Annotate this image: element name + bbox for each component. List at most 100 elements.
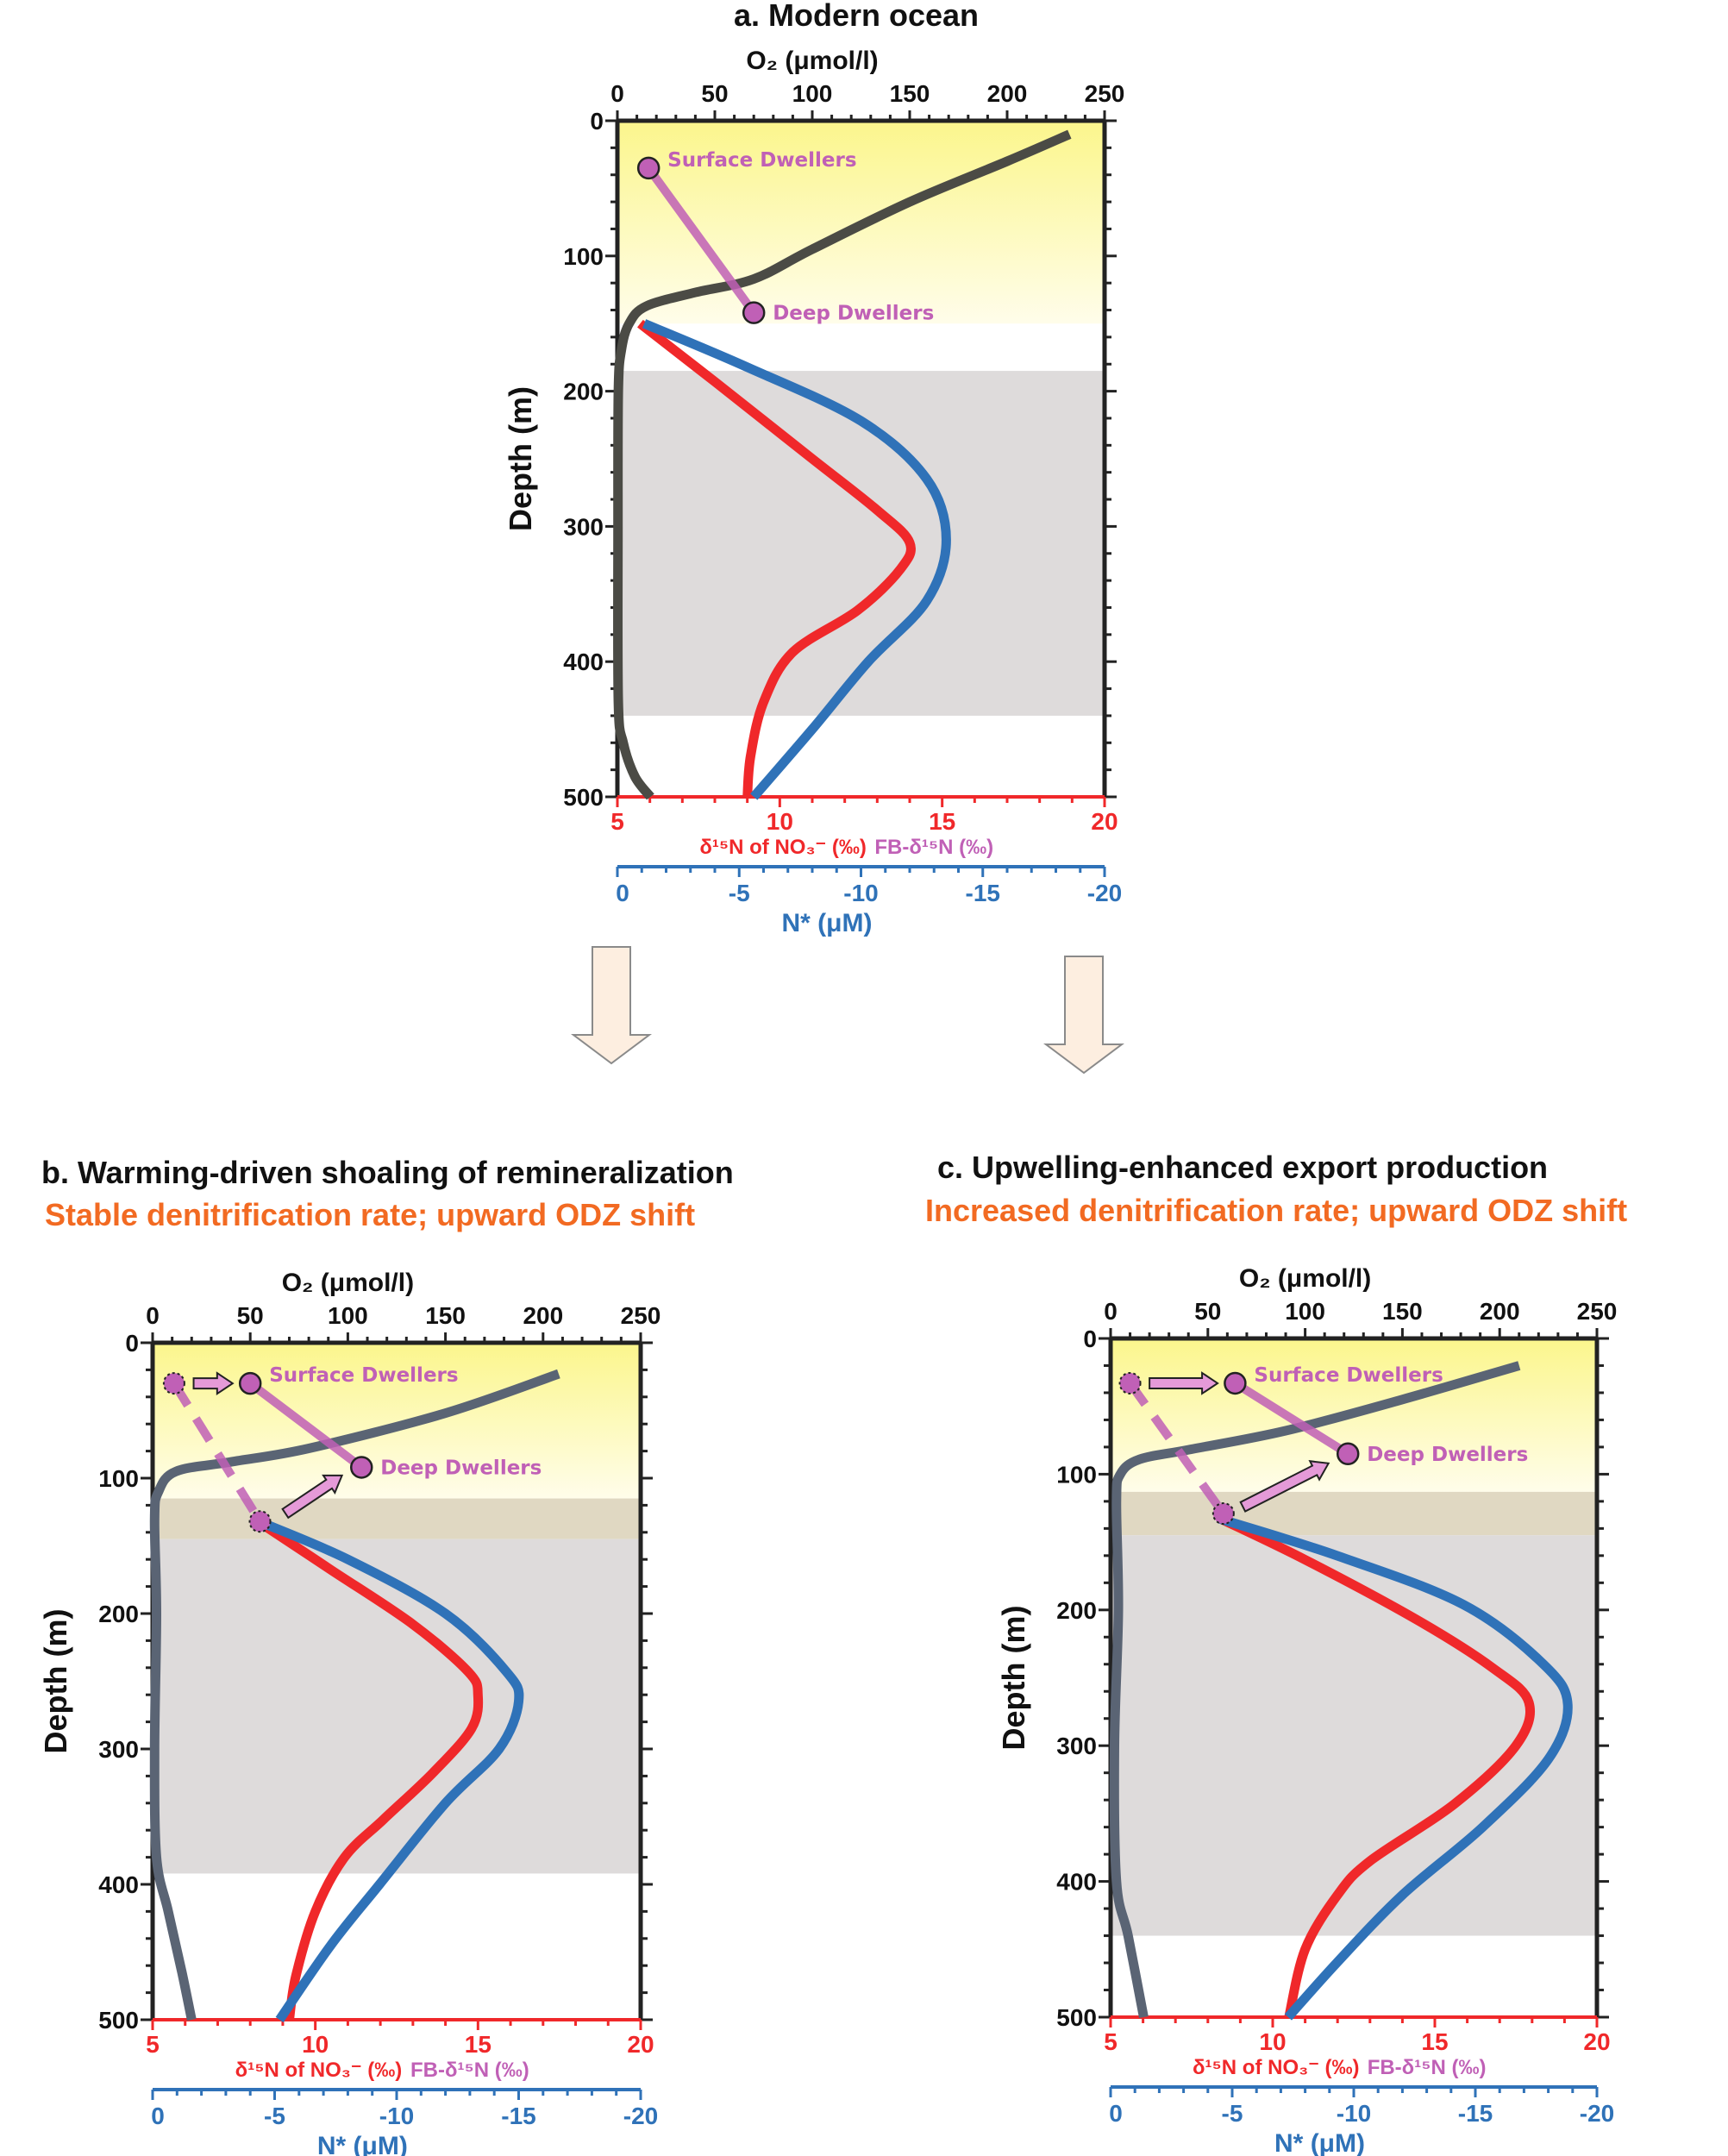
deep-dwellers-label: Deep Dwellers xyxy=(380,1457,542,1479)
shift-arrow-icon xyxy=(1149,1371,1219,1395)
nstar-tick-label: -15 xyxy=(1458,2100,1493,2127)
nstar-tick-label: -20 xyxy=(1087,880,1122,906)
o2-tick-label: 100 xyxy=(328,1302,368,1329)
nstar-tick-label: -5 xyxy=(729,880,750,906)
o2-tick-label: 250 xyxy=(1085,80,1125,107)
series-lines xyxy=(613,129,1072,800)
d15n-axis-label: δ¹⁵N of NO₃⁻ (‰) xyxy=(1193,2056,1360,2079)
o2-tick-label: 50 xyxy=(701,80,728,107)
nstar-axis-label: N* (μM) xyxy=(781,909,872,937)
deep-dwellers-label: Deep Dwellers xyxy=(773,303,934,325)
o2-tick-label: 250 xyxy=(1577,1298,1618,1325)
d15n-tick-label: 20 xyxy=(1583,2028,1610,2055)
nstar-tick-label: -20 xyxy=(1580,2100,1614,2127)
background-bands xyxy=(1111,1338,1597,1936)
down-arrow-icon xyxy=(1043,956,1124,1075)
nstar-tick-label: -10 xyxy=(379,2103,414,2129)
odz-band xyxy=(153,1539,641,1874)
surface-dwellers-label: Surface Dwellers xyxy=(1254,1364,1443,1387)
previous-deep-dweller-marker xyxy=(248,1510,272,1533)
previous-surface-dweller-marker xyxy=(1118,1371,1142,1395)
panel-title: b. Warming-driven shoaling of reminerali… xyxy=(41,1155,734,1190)
depth-tick-label: 300 xyxy=(1056,1733,1097,1759)
shift-arrow-icon xyxy=(281,1474,344,1520)
panel-subtitle: Stable denitrification rate; upward ODZ … xyxy=(45,1197,695,1232)
deep-dweller-marker xyxy=(1336,1442,1360,1466)
fb-axis-label: FB-δ¹⁵N (‰) xyxy=(874,836,993,859)
nstar-tick-label: -5 xyxy=(264,2103,285,2129)
o2-axis-label: O₂ (μmol/l) xyxy=(1239,1264,1371,1293)
surface-dwellers-label: Surface Dwellers xyxy=(667,149,856,172)
depth-tick-label: 100 xyxy=(98,1465,139,1492)
fb-gradient-line xyxy=(1232,1379,1350,1458)
d15n-tick-label: 5 xyxy=(146,2031,160,2058)
d15n-tick-label: 20 xyxy=(627,2031,654,2058)
panel-title: a. Modern ocean xyxy=(734,0,979,33)
nstar-tick-label: 0 xyxy=(616,880,629,906)
depth-tick-label: 500 xyxy=(98,2007,139,2034)
series-lines xyxy=(149,1369,560,2023)
nstar-tick-label: 0 xyxy=(1109,2100,1123,2127)
previous-fb-gradient-line xyxy=(1126,1381,1227,1516)
surface-dweller-marker xyxy=(1224,1371,1247,1395)
odz-upper-band xyxy=(1111,1491,1597,1536)
nstar-profile-line xyxy=(260,1518,524,2023)
series-lines xyxy=(1109,1361,1573,2021)
o2-tick-label: 0 xyxy=(610,80,624,107)
o2-tick-label: 150 xyxy=(890,80,930,107)
d15n-profile-line xyxy=(637,319,916,798)
transition-arrow-b xyxy=(571,946,652,1065)
panel-subtitle: Increased denitrification rate; upward O… xyxy=(925,1193,1627,1228)
o2-tick-label: 150 xyxy=(425,1302,466,1329)
o2-tick-label: 200 xyxy=(1480,1298,1520,1325)
shift-arrow-icon xyxy=(192,1371,235,1395)
panel-b: b. Warming-driven shoaling of reminerali… xyxy=(38,1155,734,2156)
nstar-tick-label: -15 xyxy=(966,880,1000,906)
nstar-tick-label: -10 xyxy=(1337,2100,1371,2127)
d15n-tick-label: 20 xyxy=(1091,808,1118,835)
foraminifera-dwellers: Surface Dwellers Deep Dwellers xyxy=(636,149,934,325)
deep-dweller-marker xyxy=(742,301,766,324)
nstar-tick-label: 0 xyxy=(151,2103,165,2129)
nstar-axis-label: N* (μM) xyxy=(317,2132,408,2156)
o2-axis-label: O₂ (μmol/l) xyxy=(746,47,878,75)
panel-title: c. Upwelling-enhanced export production xyxy=(937,1150,1548,1185)
shift-arrow-icon xyxy=(1239,1460,1330,1513)
d15n-profile-line xyxy=(1218,1514,1536,2019)
fb-gradient-line xyxy=(247,1380,365,1471)
foraminifera-dwellers: Surface Dwellers Deep Dwellers xyxy=(162,1364,542,1533)
surface-dweller-marker xyxy=(636,156,661,180)
transition-arrow-c xyxy=(1043,956,1124,1075)
foraminifera-dwellers: Surface Dwellers Deep Dwellers xyxy=(1118,1364,1528,1526)
nstar-tick-label: -15 xyxy=(501,2103,535,2129)
depth-tick-label: 400 xyxy=(1056,1869,1097,1896)
odz-upper-band xyxy=(153,1498,641,1539)
depth-axis-label: Depth (m) xyxy=(38,1609,73,1754)
o2-tick-label: 50 xyxy=(1194,1298,1221,1325)
down-arrow-icon xyxy=(571,946,652,1065)
o2-profile-line xyxy=(613,129,1072,800)
o2-profile-line xyxy=(1109,1361,1521,2019)
d15n-axis-label: δ¹⁵N of NO₃⁻ (‰) xyxy=(235,2059,403,2082)
depth-tick-label: 300 xyxy=(98,1736,139,1763)
fb-axis-label: FB-δ¹⁵N (‰) xyxy=(1368,2056,1487,2079)
depth-axis-label: Depth (m) xyxy=(996,1606,1031,1751)
o2-tick-label: 100 xyxy=(792,80,833,107)
d15n-tick-label: 10 xyxy=(1259,2028,1286,2055)
surface-dwellers-label: Surface Dwellers xyxy=(269,1364,458,1387)
d15n-tick-label: 5 xyxy=(610,808,624,835)
d15n-tick-label: 15 xyxy=(1421,2028,1448,2055)
depth-tick-label: 500 xyxy=(1056,2004,1097,2031)
d15n-tick-label: 15 xyxy=(465,2031,491,2058)
depth-tick-label: 100 xyxy=(563,243,604,270)
odz-band xyxy=(617,371,1105,716)
nstar-tick-label: -20 xyxy=(623,2103,658,2129)
depth-tick-label: 200 xyxy=(1056,1597,1097,1624)
panel-c: c. Upwelling-enhanced export production I… xyxy=(925,1150,1627,2156)
o2-tick-label: 0 xyxy=(146,1302,160,1329)
depth-tick-label: 400 xyxy=(98,1871,139,1898)
depth-tick-label: 300 xyxy=(563,513,604,540)
nstar-profile-line xyxy=(1218,1514,1573,2021)
